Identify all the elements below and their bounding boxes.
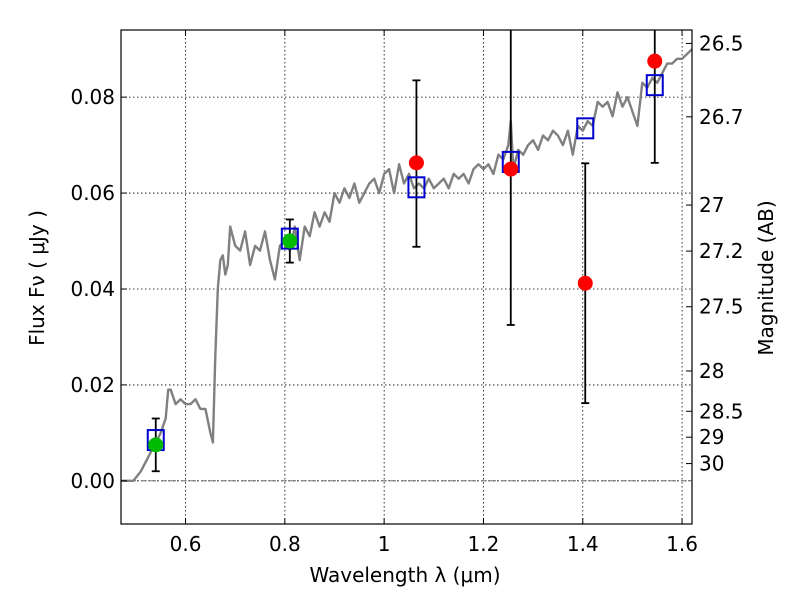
y2-axis-label: Magnitude (AB) — [754, 200, 778, 355]
x-tick-label: 1.6 — [666, 532, 698, 556]
x-axis-label: Wavelength λ (μm) — [309, 563, 500, 587]
y-tick-label: 0.06 — [70, 181, 115, 205]
x-tick-label: 0.8 — [269, 532, 301, 556]
measurements-marker — [647, 53, 663, 69]
y2-tick-label: 30 — [699, 452, 724, 476]
x-tick-label: 0.6 — [170, 532, 202, 556]
y2-tick-label: 28 — [699, 359, 724, 383]
model-photometry-marker — [280, 227, 299, 250]
model-spectrum-line — [121, 48, 693, 482]
x-tick-label: 1.4 — [567, 532, 599, 556]
ticks — [121, 30, 692, 524]
detections-marker — [148, 437, 164, 453]
detections-marker — [282, 233, 298, 249]
y-tick-label: 0.00 — [70, 469, 115, 493]
markers — [146, 53, 664, 453]
measurements-marker — [408, 155, 424, 171]
y-tick-label: 0.02 — [70, 373, 115, 397]
y2-tick-label: 27 — [699, 193, 724, 217]
y-tick-label: 0.04 — [70, 277, 115, 301]
grid — [121, 30, 692, 524]
x-tick-label: 1.2 — [468, 532, 500, 556]
measurements-marker — [503, 161, 519, 177]
measurements-marker — [577, 275, 593, 291]
y2-tick-label: 28.5 — [699, 399, 744, 423]
plot-frame — [120, 29, 693, 525]
model-photometry-marker — [576, 117, 595, 140]
y2-tick-label: 26.7 — [699, 105, 744, 129]
x-tick-label: 1 — [378, 532, 391, 556]
y2-tick-label: 29 — [699, 425, 724, 449]
y2-tick-label: 26.5 — [699, 31, 744, 55]
y-tick-label: 0.08 — [70, 85, 115, 109]
y-axis-label: Flux Fν ( μJy ) — [25, 210, 49, 346]
y2-tick-label: 27.2 — [699, 239, 744, 263]
model-photometry-marker — [407, 176, 426, 199]
model-spectrum-layer — [121, 48, 693, 482]
y2-tick-label: 27.5 — [699, 295, 744, 319]
model-photometry-marker — [645, 74, 664, 97]
tick-labels: 0.6 0.8 1 1.2 1.4 1.6 0.00 0.02 0.04 0.06 0.08 26.5… — [70, 31, 743, 556]
